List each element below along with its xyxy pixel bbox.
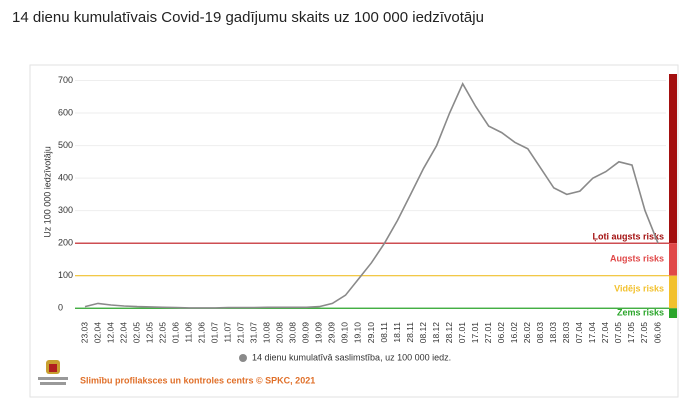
x-tick-label: 22.04 [118,322,128,344]
x-tick-label: 01.06 [170,322,180,344]
x-tick-label: 02.05 [131,322,141,344]
y-axis-label: Uz 100 000 iedzīvotāju [42,146,52,238]
risk-label: Vidējs risks [614,283,664,293]
x-tick-label: 19.10 [353,322,363,344]
x-tick-label: 28.03 [561,322,571,344]
x-tick-label: 12.04 [105,322,115,344]
y-tick-label: 500 [58,140,73,150]
x-tick-label: 17.04 [587,322,597,344]
x-tick-label: 07.05 [613,322,623,344]
data-line [84,82,659,309]
x-tick-label: 27.05 [639,322,649,344]
x-tick-label: 08.12 [418,322,428,344]
x-tick-label: 21.07 [236,322,246,344]
x-tick-label: 17.05 [626,322,636,344]
legend-label: 14 dienu kumulatīvā saslimstība, uz 100 … [252,352,451,362]
x-tick-label: 30.08 [288,322,298,344]
y-tick-label: 0 [58,303,63,313]
x-tick-label: 18.12 [431,322,441,344]
x-tick-label: 20.08 [275,322,285,344]
x-tick-label: 26.02 [522,322,532,344]
x-tick-label: 10.08 [262,322,272,344]
x-tick-label: 17.01 [470,322,480,344]
x-tick-label: 07.04 [574,322,584,344]
x-tick-label: 29.10 [366,322,376,344]
y-tick-label: 700 [58,75,73,85]
chart-title: 14 dienu kumulatīvais Covid-19 gadījumu … [12,9,484,26]
risk-band [669,243,677,276]
x-tick-label: 02.04 [92,322,102,344]
source-note: Slimību profilaksces un kontroles centrs… [80,375,315,385]
x-tick-label: 11.07 [223,322,233,343]
y-tick-label: 400 [58,172,73,182]
risk-label: Zems risks [617,307,664,317]
y-tick-label: 200 [58,238,73,248]
risk-band [669,308,677,318]
x-tick-label: 18.11 [392,322,402,343]
x-tick-label: 06.06 [652,322,662,344]
y-tick-label: 600 [58,107,73,117]
x-tick-label: 07.01 [457,322,467,344]
risk-band [669,74,677,244]
logo [38,360,68,385]
y-tick-label: 100 [58,270,73,280]
x-tick-label: 28.12 [444,322,454,344]
chart-frame [29,64,679,398]
x-tick-label: 08.11 [379,322,389,343]
x-tick-label: 01.07 [209,322,219,344]
x-tick-label: 23.03 [79,322,89,344]
x-tick-label: 22.05 [157,322,167,344]
y-tick-label: 300 [58,205,73,215]
x-tick-label: 18.03 [548,322,558,344]
x-tick-label: 11.06 [183,322,193,343]
x-tick-label: 31.07 [249,322,259,344]
x-tick-label: 06.02 [496,322,506,344]
x-tick-label: 19.09 [314,322,324,344]
x-tick-label: 28.11 [405,322,415,343]
x-tick-label: 16.02 [509,322,519,344]
x-tick-label: 27.01 [483,322,493,344]
x-tick-label: 09.10 [340,322,350,344]
x-tick-label: 08.03 [535,322,545,344]
risk-label: Ļoti augsts risks [592,231,664,241]
x-tick-label: 27.04 [600,322,610,344]
risk-band [669,275,677,309]
x-tick-label: 12.05 [144,322,154,344]
x-tick-label: 29.09 [327,322,337,344]
x-tick-label: 21.06 [196,322,206,344]
risk-label: Augsts risks [610,253,664,263]
x-tick-label: 09.09 [301,322,311,344]
legend-marker [239,354,247,362]
